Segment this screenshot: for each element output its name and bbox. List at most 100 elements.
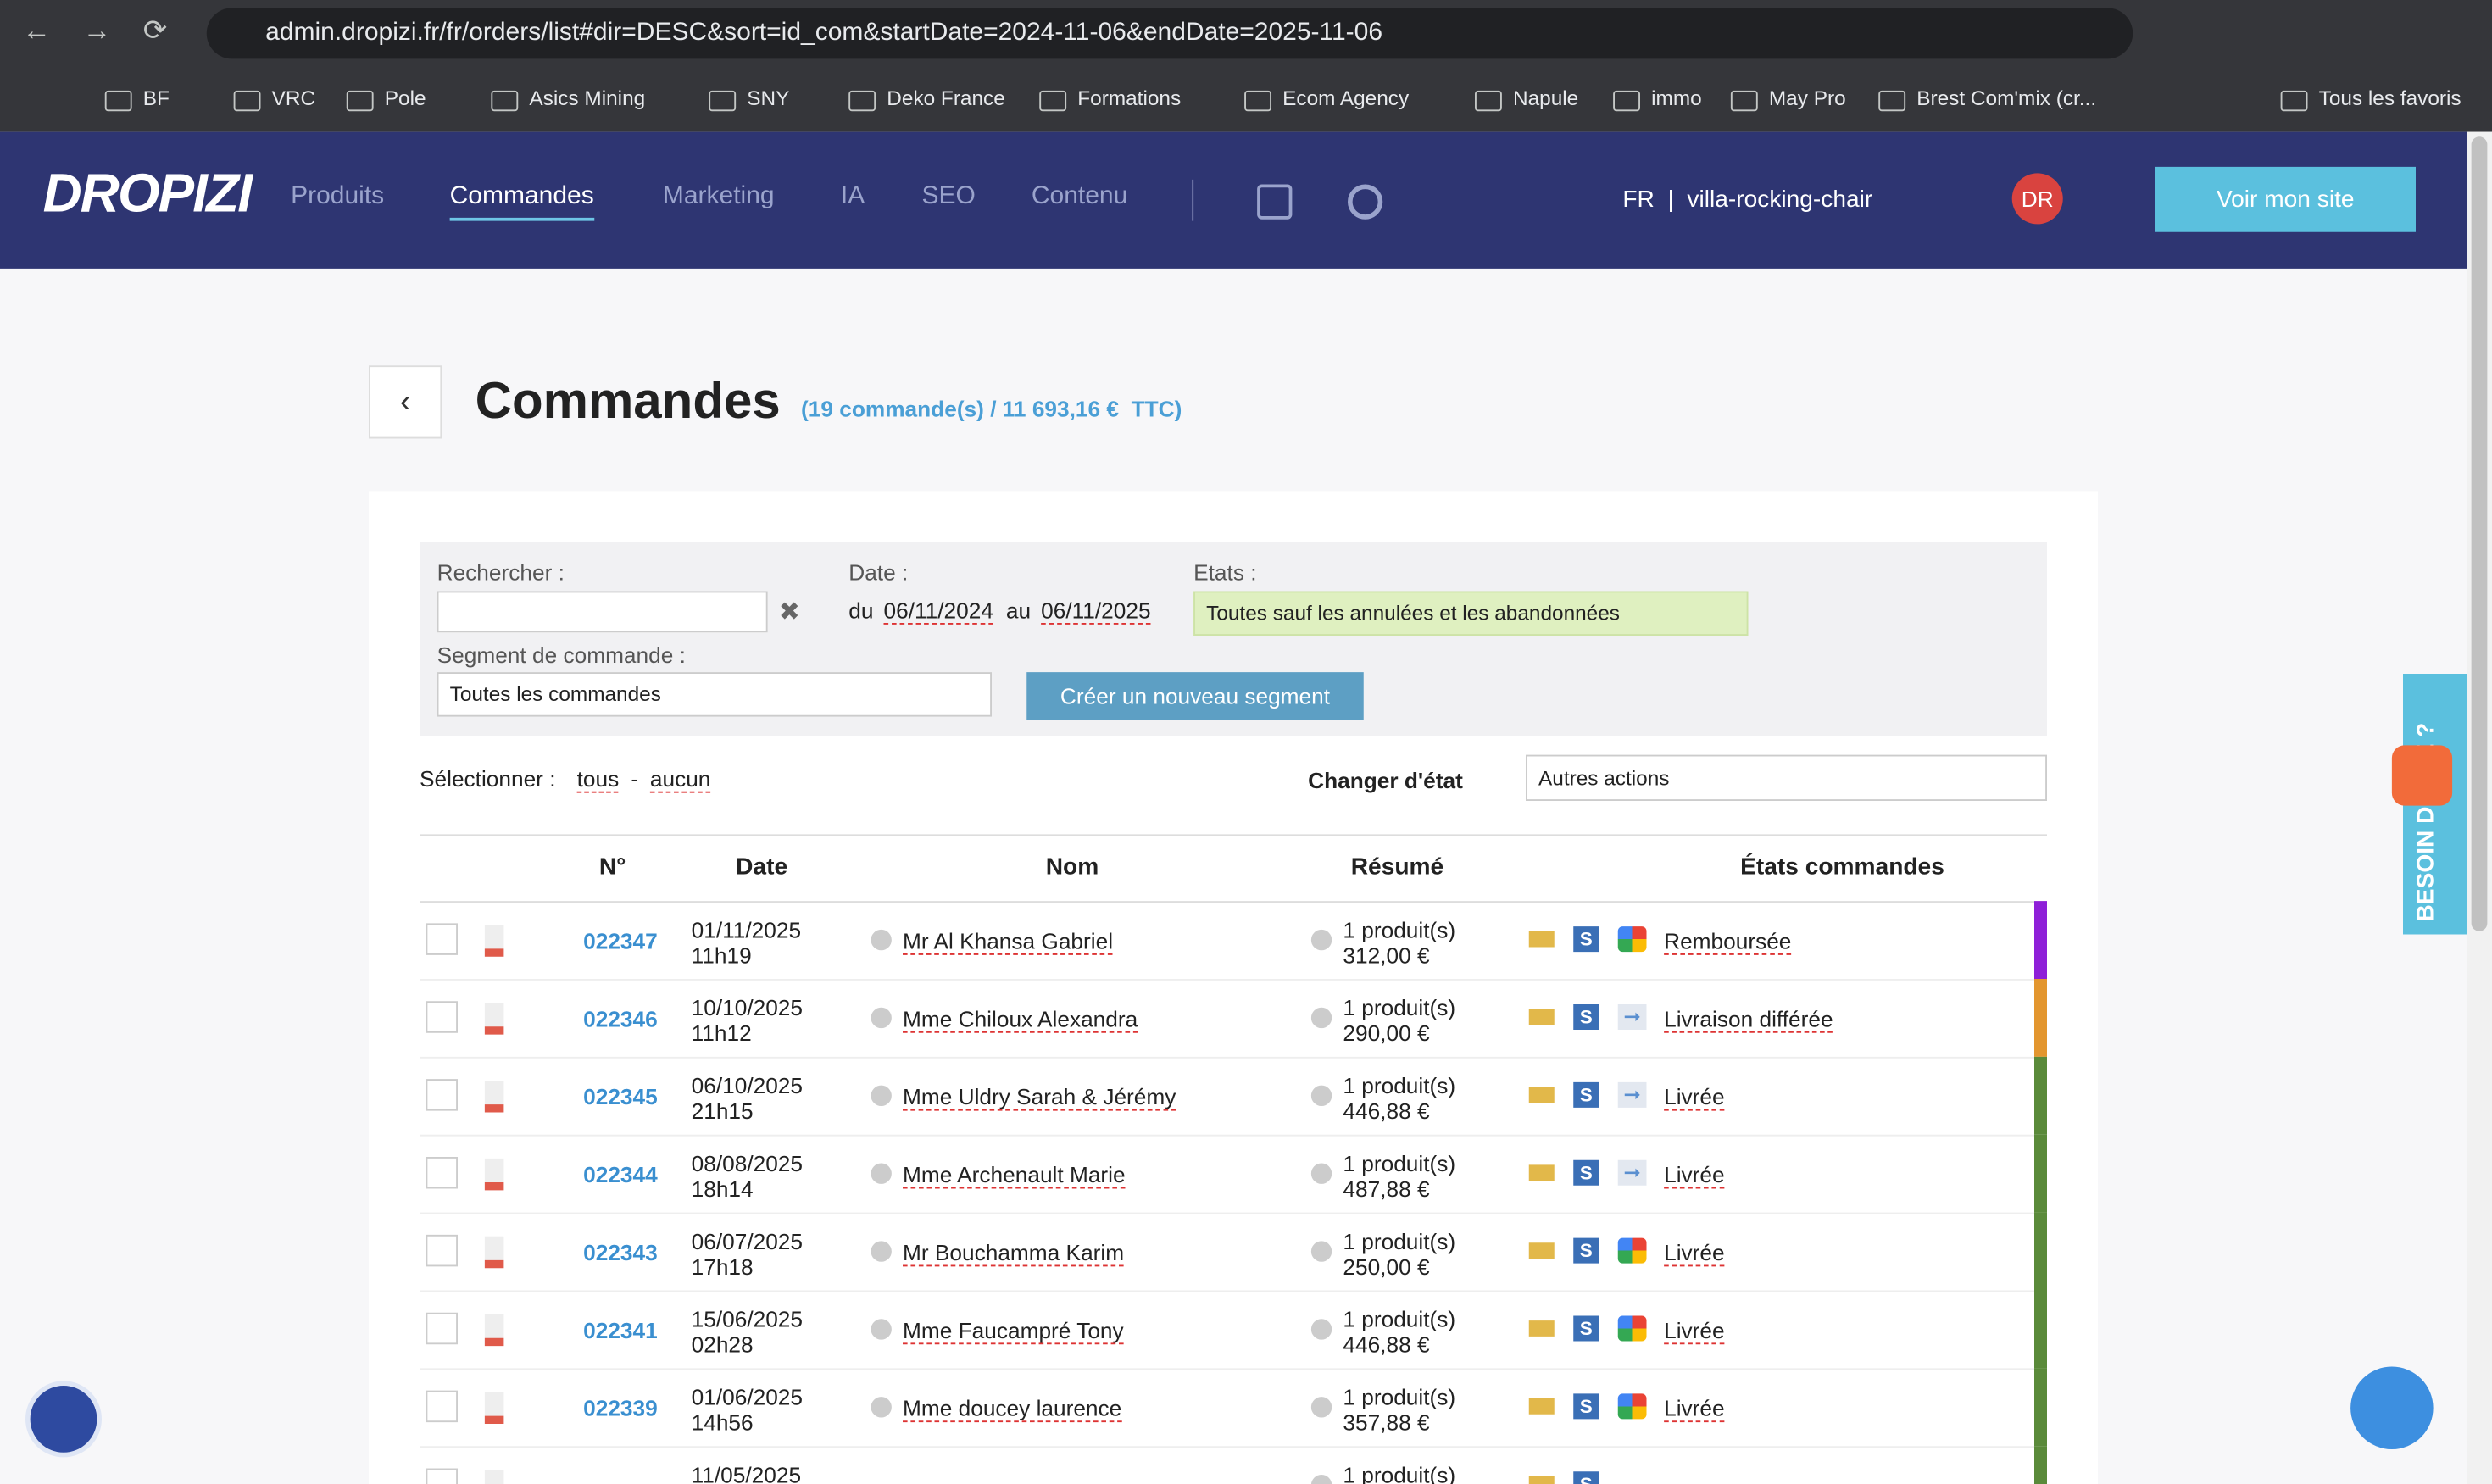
customer-name[interactable]: Mr Al Khansa Gabriel <box>903 928 1113 955</box>
truck-icon <box>1529 1164 1555 1181</box>
table-row <box>420 901 2047 981</box>
s-icon: S <box>1573 1238 1599 1264</box>
checkbox[interactable] <box>426 1391 459 1423</box>
order-id[interactable]: 022341 <box>583 1317 658 1342</box>
nav-item[interactable]: Commandes <box>450 183 594 221</box>
checkbox[interactable] <box>426 1157 459 1189</box>
summary: 1 produit(s) <box>1343 1462 1455 1484</box>
column-header[interactable]: N° <box>599 853 626 881</box>
column-header[interactable]: Date <box>736 853 787 881</box>
pdf-icon[interactable] <box>485 1081 504 1113</box>
bookmark[interactable]: VRC <box>272 86 315 109</box>
order-id[interactable]: 022344 <box>583 1162 658 1187</box>
customer-name[interactable]: Mme Uldry Sarah & Jérémy <box>903 1084 1176 1111</box>
customer-name[interactable]: Mr Bouchamma Karim <box>903 1240 1124 1267</box>
nav-item[interactable]: IA <box>841 183 865 212</box>
settings-icon[interactable] <box>1348 185 1382 220</box>
bookmark[interactable]: Deko France <box>887 86 1005 109</box>
clear-button[interactable]: ✖ <box>779 596 800 628</box>
browser-button[interactable]: → <box>83 14 112 47</box>
search-input[interactable] <box>437 592 768 633</box>
view-site-button[interactable]: Voir mon site <box>2155 167 2417 232</box>
order-time: 18h14 <box>692 1176 754 1202</box>
pdf-icon[interactable] <box>485 1314 504 1347</box>
checkbox[interactable] <box>426 1469 459 1484</box>
date-to[interactable]: 06/11/2025 <box>1041 597 1150 625</box>
order-status[interactable]: Livrée <box>1664 1395 1725 1422</box>
order-status[interactable]: Livraison différée <box>1664 1006 1833 1033</box>
order-status[interactable]: Livrée <box>1664 1317 1725 1344</box>
avatar[interactable]: DR <box>2012 173 2063 224</box>
bookmark[interactable]: BF <box>143 86 170 109</box>
browser-button[interactable]: ← <box>22 14 51 47</box>
pdf-icon[interactable] <box>485 1470 504 1484</box>
select-none[interactable]: aucun <box>650 766 711 793</box>
pdf-icon[interactable] <box>485 1159 504 1191</box>
order-id[interactable]: 022346 <box>583 1006 658 1031</box>
url-text: admin.dropizi.fr/fr/orders/list#dir=DESC… <box>265 8 1382 58</box>
bookmark[interactable]: Formations <box>1077 86 1181 109</box>
shop-selector[interactable]: FR | villa-rocking-chair <box>1622 186 1872 213</box>
order-status[interactable]: Livrée <box>1664 1240 1725 1267</box>
table-row <box>420 1446 2047 1484</box>
chat-button[interactable] <box>2350 1367 2434 1450</box>
customer-name[interactable]: Mme doucey laurence <box>903 1395 1121 1422</box>
bookmark[interactable]: immo <box>1651 86 1702 109</box>
order-total: 446,88 € <box>1343 1098 1429 1124</box>
nav-item[interactable]: Contenu <box>1032 183 1127 212</box>
customer-name[interactable]: Mme Archenault Marie <box>903 1162 1126 1189</box>
states-select[interactable]: Toutes sauf les annulées et les abandonn… <box>1193 592 1748 636</box>
new-segment-button[interactable]: Créer un nouveau segment <box>1026 672 1364 720</box>
order-id[interactable]: 022345 <box>583 1084 658 1109</box>
change-state[interactable]: Changer d'état <box>1308 768 1463 793</box>
bookmark[interactable]: Brest Com'mix (cr... <box>1916 86 2096 109</box>
column-header[interactable]: Résumé <box>1351 853 1443 881</box>
address-bar[interactable]: admin.dropizi.fr/fr/orders/list#dir=DESC… <box>207 8 2133 58</box>
bookmark[interactable]: Asics Mining <box>529 86 645 109</box>
order-id[interactable]: 022343 <box>583 1240 658 1265</box>
bookmark[interactable]: Napule <box>1513 86 1578 109</box>
checkbox[interactable] <box>426 1313 459 1345</box>
order-time: 17h18 <box>692 1253 754 1279</box>
pdf-icon[interactable] <box>485 1392 504 1425</box>
segment-select[interactable]: Toutes les commandes <box>437 672 992 717</box>
browser-button[interactable]: ⟳ <box>143 14 167 47</box>
other-actions[interactable]: Autres actions <box>1526 755 2047 801</box>
bookmark[interactable]: Ecom Agency <box>1282 86 1409 109</box>
pdf-icon[interactable] <box>485 925 504 957</box>
order-status[interactable]: Livrée <box>1664 1162 1725 1189</box>
bookmark[interactable]: May Pro <box>1769 86 1846 109</box>
checkbox[interactable] <box>426 1235 459 1267</box>
pdf-icon[interactable] <box>485 1003 504 1035</box>
accessibility-button[interactable] <box>25 1381 102 1457</box>
nav-item[interactable]: SEO <box>922 183 976 212</box>
bookmark[interactable]: SNY <box>747 86 789 109</box>
tools-icon[interactable] <box>1257 185 1292 220</box>
back-button[interactable]: ‹ <box>369 365 442 438</box>
nav-item[interactable]: Produits <box>291 183 384 212</box>
pdf-icon[interactable] <box>485 1237 504 1269</box>
order-status[interactable]: Livrée <box>1664 1084 1725 1111</box>
column-header[interactable]: Nom <box>1046 853 1099 881</box>
checkbox[interactable] <box>426 1001 459 1033</box>
info-icon <box>871 1164 892 1184</box>
order-status[interactable]: Remboursée <box>1664 928 1791 955</box>
text: Sélectionner : <box>420 766 556 792</box>
help-icon[interactable] <box>2392 745 2452 805</box>
logo[interactable]: DROPIZI <box>43 164 251 225</box>
customer-name[interactable]: Mme Faucampré Tony <box>903 1317 1124 1344</box>
bookmark[interactable]: Tous les favoris <box>2319 86 2461 109</box>
nav-item[interactable]: Marketing <box>663 183 775 212</box>
bookmark[interactable]: Pole <box>385 86 426 109</box>
order-id[interactable]: 022339 <box>583 1395 658 1420</box>
select-all[interactable]: tous <box>577 766 620 793</box>
checkbox[interactable] <box>426 1079 459 1111</box>
order-total: 487,88 € <box>1343 1176 1429 1202</box>
date-from[interactable]: 06/11/2024 <box>884 597 993 625</box>
checkbox[interactable] <box>426 923 459 955</box>
info-icon <box>871 1397 892 1417</box>
customer-name[interactable]: Mme Chiloux Alexandra <box>903 1006 1138 1033</box>
nav-divider <box>1192 180 1193 221</box>
order-id[interactable]: 022347 <box>583 928 658 953</box>
info-icon <box>1311 1086 1332 1106</box>
